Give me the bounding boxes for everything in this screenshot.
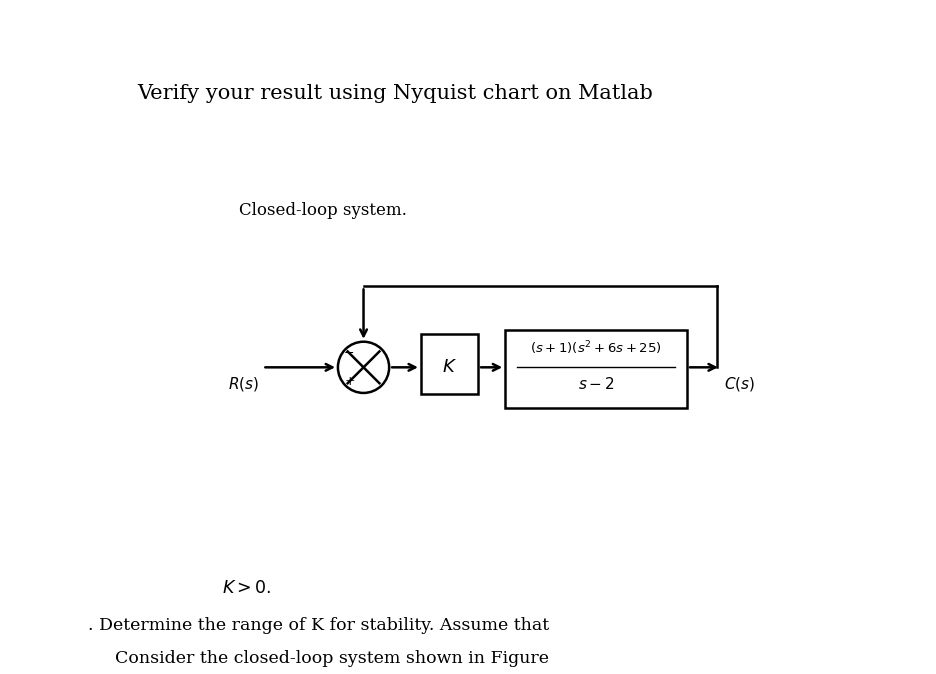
Text: +: + [344, 375, 355, 388]
Text: Consider the closed-loop system shown in Figure: Consider the closed-loop system shown in… [115, 650, 548, 667]
Text: Verify your result using Nyquist chart on Matlab: Verify your result using Nyquist chart o… [138, 84, 653, 103]
Text: Closed-loop system.: Closed-loop system. [239, 202, 407, 219]
Bar [421, 334, 478, 394]
Text: $C(s)$: $C(s)$ [724, 375, 755, 393]
Text: $(s+1)(s^2+6s+25)$: $(s+1)(s^2+6s+25)$ [531, 340, 662, 357]
Bar [505, 330, 687, 408]
Text: $R(s)$: $R(s)$ [228, 375, 259, 393]
Text: $K > 0.$: $K > 0.$ [222, 580, 271, 596]
Text: $K$: $K$ [442, 359, 457, 376]
Text: $s-2$: $s-2$ [578, 376, 614, 392]
Text: . Determine the range of Κ for stability. Assume that: . Determine the range of Κ for stability… [88, 617, 548, 634]
Text: −: − [344, 346, 355, 360]
